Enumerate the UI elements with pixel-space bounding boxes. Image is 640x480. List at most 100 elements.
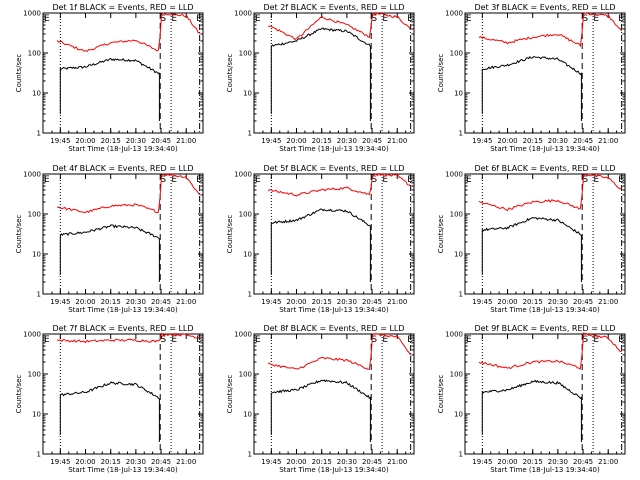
x-tick-label: 20:30 xyxy=(126,137,146,145)
x-tick-label: 21:00 xyxy=(176,137,196,145)
y-tick-label: 100 xyxy=(239,371,252,379)
detector-panel: Det 2f BLACK = Events, RED = LLD 1 10 100 10… xyxy=(226,3,415,153)
event-marker: E xyxy=(593,175,599,185)
y-tick-label: 10 xyxy=(32,411,41,419)
x-tick-label: 20:30 xyxy=(337,298,357,306)
event-marker: S xyxy=(160,14,166,24)
y-tick-label: 1000 xyxy=(234,331,252,339)
x-tick-label: 20:45 xyxy=(573,458,593,466)
detector-panel: Det 8f BLACK = Events, RED = LLD 1 10 100 10… xyxy=(226,324,415,474)
y-axis-label: Counts/sec xyxy=(437,215,445,254)
detector-panel: Det 1f BLACK = Events, RED = LLD 1 10 100 10… xyxy=(15,3,204,153)
x-tick-label: 19:45 xyxy=(261,137,281,145)
x-tick-label: 20:00 xyxy=(286,298,306,306)
x-tick-label: 20:45 xyxy=(362,458,382,466)
event-marker: E xyxy=(593,335,599,345)
event-marker: E xyxy=(196,14,202,24)
y-tick-label: 1 xyxy=(37,291,41,299)
panel-title: Det 7f BLACK = Events, RED = LLD xyxy=(52,324,193,333)
event-marker: E xyxy=(618,14,624,24)
x-tick-label: 20:30 xyxy=(337,458,357,466)
lld-series-line xyxy=(267,12,412,41)
y-axis-label: Counts/sec xyxy=(15,215,23,254)
lld-series-line xyxy=(478,332,622,370)
y-tick-label: 1000 xyxy=(445,331,463,339)
x-tick-label: 21:00 xyxy=(387,458,407,466)
y-axis-label: Counts/sec xyxy=(226,375,234,414)
x-tick-label: 20:00 xyxy=(75,137,95,145)
event-marker: S xyxy=(371,335,377,345)
events-series-line xyxy=(481,55,582,121)
x-axis-label: Start Time (18-Jul-13 19:34:40) xyxy=(490,306,600,314)
x-tick-label: 20:15 xyxy=(101,137,121,145)
panel-title: Det 5f BLACK = Events, RED = LLD xyxy=(263,164,404,173)
event-marker: E xyxy=(407,335,413,345)
y-axis-label: Counts/sec xyxy=(15,375,23,414)
x-tick-label: 20:45 xyxy=(151,298,171,306)
y-tick-label: 10 xyxy=(32,90,41,98)
x-tick-label: 20:15 xyxy=(101,298,121,306)
detector-panel: Det 7f BLACK = Events, RED = LLD 1 10 100 10… xyxy=(15,324,204,474)
x-axis-label: Start Time (18-Jul-13 19:34:40) xyxy=(68,466,178,474)
event-marker: E xyxy=(593,14,599,24)
y-tick-label: 100 xyxy=(239,211,252,219)
x-tick-label: 20:45 xyxy=(362,137,382,145)
event-marker: E xyxy=(44,175,50,185)
x-tick-label: 21:00 xyxy=(598,137,618,145)
events-series-line xyxy=(59,58,160,121)
y-tick-label: 1000 xyxy=(23,10,41,18)
event-marker: E xyxy=(255,335,261,345)
y-tick-label: 10 xyxy=(454,90,463,98)
y-tick-label: 100 xyxy=(239,50,252,58)
event-marker: E xyxy=(382,175,388,185)
panel-title: Det 6f BLACK = Events, RED = LLD xyxy=(474,164,615,173)
y-tick-label: 1 xyxy=(37,451,41,459)
event-marker: E xyxy=(171,14,177,24)
y-tick-label: 10 xyxy=(454,411,463,419)
detector-panel: Det 6f BLACK = Events, RED = LLD 1 10 100 10… xyxy=(437,164,626,314)
event-marker: E xyxy=(171,335,177,345)
y-axis-label: Counts/sec xyxy=(226,215,234,254)
y-tick-label: 100 xyxy=(28,371,41,379)
plot-frame xyxy=(253,173,415,295)
x-tick-label: 20:30 xyxy=(126,298,146,306)
y-tick-label: 100 xyxy=(28,211,41,219)
y-tick-label: 1 xyxy=(248,451,252,459)
x-axis-label: Start Time (18-Jul-13 19:34:40) xyxy=(490,145,600,153)
x-tick-label: 20:15 xyxy=(101,458,121,466)
events-series-line xyxy=(270,379,371,442)
event-marker: E xyxy=(618,335,624,345)
x-tick-label: 20:15 xyxy=(312,137,332,145)
y-axis-label: Counts/sec xyxy=(437,54,445,93)
plot-frame xyxy=(253,12,415,134)
x-axis-label: Start Time (18-Jul-13 19:34:40) xyxy=(279,145,389,153)
plot-frame xyxy=(42,173,204,295)
event-marker: E xyxy=(466,14,472,24)
events-series-line xyxy=(481,217,582,282)
y-tick-label: 1 xyxy=(248,130,252,138)
y-tick-label: 1 xyxy=(248,291,252,299)
events-series-line xyxy=(59,224,160,282)
event-marker: E xyxy=(196,175,202,185)
x-tick-label: 19:45 xyxy=(472,298,492,306)
x-tick-label: 20:00 xyxy=(286,458,306,466)
events-series-line xyxy=(270,27,371,121)
y-tick-label: 10 xyxy=(243,411,252,419)
y-tick-label: 1 xyxy=(459,451,463,459)
x-tick-label: 20:00 xyxy=(75,458,95,466)
event-marker: S xyxy=(582,335,588,345)
x-tick-label: 20:00 xyxy=(497,298,517,306)
event-marker: S xyxy=(582,14,588,24)
x-tick-label: 20:45 xyxy=(573,137,593,145)
y-tick-label: 1000 xyxy=(445,171,463,179)
panel-title: Det 3f BLACK = Events, RED = LLD xyxy=(474,3,615,12)
y-axis-label: Counts/sec xyxy=(437,375,445,414)
event-marker: E xyxy=(407,14,413,24)
event-marker: E xyxy=(171,175,177,185)
panel-title: Det 9f BLACK = Events, RED = LLD xyxy=(474,324,615,333)
event-marker: E xyxy=(618,175,624,185)
x-tick-label: 20:00 xyxy=(75,298,95,306)
y-axis-label: Counts/sec xyxy=(15,54,23,93)
detector-panel: Det 4f BLACK = Events, RED = LLD 1 10 100 10… xyxy=(15,164,204,314)
x-tick-label: 20:30 xyxy=(126,458,146,466)
